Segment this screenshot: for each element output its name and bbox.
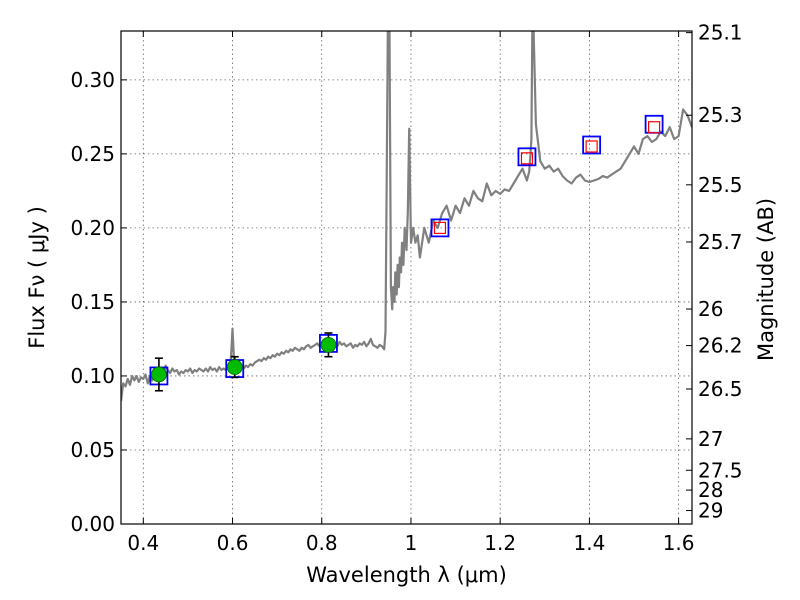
right-tick-label: 28 bbox=[698, 478, 723, 502]
y-tick-label: 0.20 bbox=[70, 216, 115, 240]
upper-limit-marker bbox=[433, 221, 447, 235]
detection-point bbox=[320, 336, 337, 353]
y-tick-label: 0.10 bbox=[70, 364, 115, 388]
grid bbox=[121, 31, 692, 525]
x-tick-label: 1.4 bbox=[573, 531, 605, 555]
spectrum-line bbox=[121, 31, 692, 402]
y-tick-label: 0.30 bbox=[70, 68, 115, 92]
y-axis-label: Flux Fν ( μJy ) bbox=[25, 206, 49, 349]
right-tick-label: 27.5 bbox=[698, 458, 743, 482]
upper-limit-marker bbox=[585, 140, 598, 153]
axis-ticks: 0.4 0.6 0.8 1 1.2 1.4 1.6 0.00 0.05 0.10 0.15 0.20 0… bbox=[70, 21, 742, 555]
x-tick-label: 1.2 bbox=[484, 531, 516, 555]
y-tick-label: 0.00 bbox=[70, 512, 115, 536]
y-axis-right-label: Magnitude (AB) bbox=[754, 198, 778, 361]
right-tick-label: 27 bbox=[698, 427, 723, 451]
x-axis-label: Wavelength λ (μm) bbox=[306, 563, 507, 587]
upper-limit-marker bbox=[520, 152, 534, 165]
detection-point bbox=[151, 366, 167, 383]
y-tick-label: 0.15 bbox=[70, 290, 115, 314]
right-tick-label: 26 bbox=[698, 297, 723, 321]
x-tick-label: 0.4 bbox=[127, 531, 159, 555]
x-tick-label: 1 bbox=[405, 531, 418, 555]
right-tick-label: 29 bbox=[698, 499, 723, 523]
x-tick-label: 0.6 bbox=[217, 531, 249, 555]
x-tick-label: 0.8 bbox=[306, 531, 338, 555]
x-tick-label: 1.6 bbox=[663, 531, 695, 555]
right-tick-label: 25.5 bbox=[698, 173, 743, 197]
model-photometry-square bbox=[517, 147, 537, 167]
right-tick-label: 26.2 bbox=[698, 334, 743, 358]
right-tick-label: 25.3 bbox=[698, 103, 743, 127]
plot-series bbox=[121, 31, 692, 402]
model-photometry-square bbox=[430, 218, 450, 238]
y-tick-label: 0.25 bbox=[70, 142, 115, 166]
model-photometry-square bbox=[582, 135, 602, 155]
upper-limit-marker bbox=[647, 121, 661, 134]
right-tick-label: 25.1 bbox=[698, 21, 743, 45]
detection-point bbox=[226, 359, 243, 375]
right-tick-label: 26.5 bbox=[698, 377, 743, 401]
y-tick-label: 0.05 bbox=[70, 438, 115, 462]
plot-frame bbox=[120, 30, 693, 525]
right-tick-label: 25.7 bbox=[698, 230, 743, 254]
